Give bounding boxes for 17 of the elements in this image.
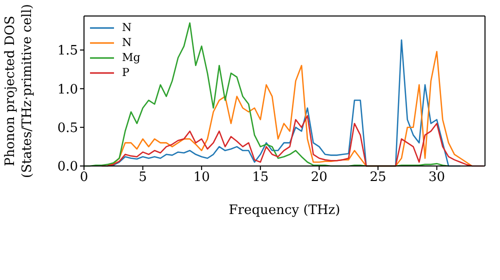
- legend-label: N: [122, 20, 132, 35]
- legend-label: N: [122, 35, 132, 50]
- x-tick-label: 30: [428, 170, 446, 186]
- legend-label: Mg: [122, 50, 140, 65]
- y-tick-label: 0.5: [57, 120, 78, 136]
- y-tick-label: 1.5: [57, 44, 78, 59]
- x-tick-label: 20: [310, 170, 328, 186]
- legend-label: P: [122, 65, 130, 80]
- x-tick-label: 10: [193, 170, 210, 186]
- x-axis-title: Frequency (THz): [228, 203, 340, 218]
- x-tick-label: 15: [252, 170, 269, 186]
- x-tick-label: 25: [370, 170, 386, 186]
- y-axis-title: Phonon projected DOS (States/THz·primitive cell): [3, 4, 35, 178]
- y-tick-label: 1.0: [57, 82, 78, 98]
- y-tick-label: 0.0: [57, 160, 78, 175]
- x-tick-label: 5: [138, 170, 147, 186]
- x-tick-label: 0: [80, 170, 88, 186]
